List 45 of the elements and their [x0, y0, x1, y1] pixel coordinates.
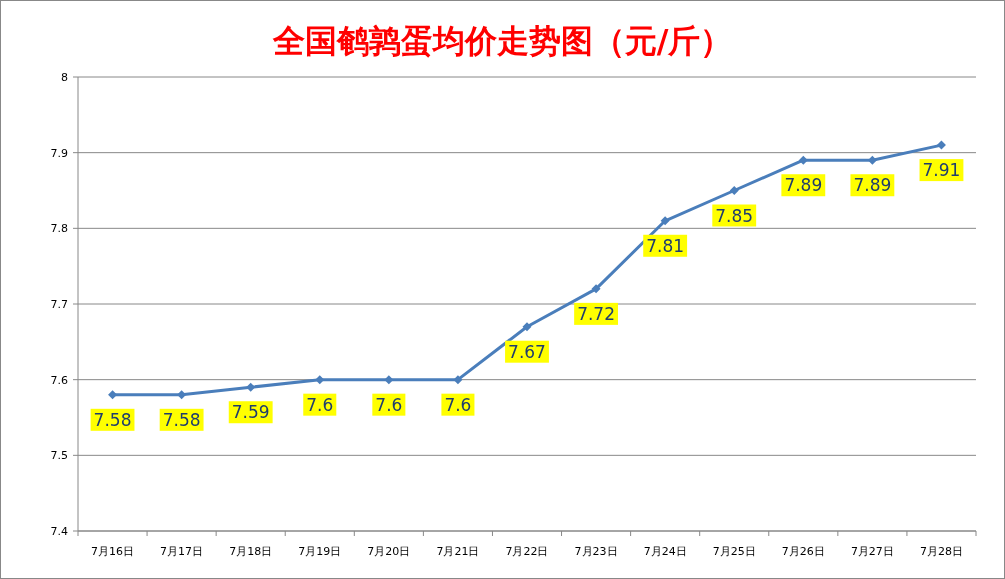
x-tick-label: 7月28日	[919, 545, 963, 558]
x-tick-label: 7月26日	[781, 545, 825, 558]
x-tick-label: 7月21日	[436, 545, 480, 558]
point	[522, 322, 532, 332]
y-tick-label: 7.4	[50, 525, 68, 538]
data-label: 7.6	[444, 394, 472, 415]
x-tick-label: 7月16日	[91, 545, 135, 558]
data-label: 7.6	[375, 394, 403, 415]
data-label: 7.81	[646, 235, 685, 256]
point	[315, 375, 325, 385]
x-tick-label: 7月27日	[850, 545, 894, 558]
x-tick-label: 7月25日	[712, 545, 756, 558]
x-tick-label: 7月20日	[367, 545, 411, 558]
data-label: 7.89	[784, 175, 823, 196]
x-tick-label: 7月17日	[160, 545, 204, 558]
data-label: 7.6	[306, 394, 334, 415]
point	[936, 140, 946, 150]
point	[591, 284, 601, 294]
data-label: 7.58	[162, 409, 201, 430]
point	[660, 216, 670, 226]
point	[453, 375, 463, 385]
y-tick-label: 7.9	[50, 146, 68, 160]
point	[246, 382, 256, 392]
data-label: 7.58	[93, 409, 132, 430]
chart-title: 全国鹌鹑蛋均价走势图（元/斤）	[271, 22, 733, 60]
data-label: 7.67	[508, 341, 546, 362]
y-tick-label: 8	[61, 71, 68, 84]
data-label: 7.89	[853, 175, 892, 196]
x-tick-label: 7月24日	[643, 545, 687, 558]
point	[729, 186, 739, 195]
data-label: 7.72	[577, 303, 616, 324]
y-tick-label: 7.7	[50, 298, 68, 311]
data-label: 7.85	[715, 205, 754, 226]
x-tick-label: 7月18日	[229, 545, 273, 558]
data-label: 7.91	[922, 160, 961, 181]
x-tick-label: 7月23日	[574, 545, 618, 558]
point	[177, 390, 187, 400]
x-tick-label: 7月19日	[298, 545, 342, 558]
point	[384, 375, 394, 385]
y-tick-label: 7.6	[50, 373, 68, 387]
point	[798, 155, 808, 165]
x-tick-label: 7月22日	[505, 545, 549, 558]
y-tick-label: 7.5	[50, 449, 68, 463]
y-tick-label: 7.8	[50, 222, 68, 236]
data-label: 7.59	[231, 402, 270, 423]
